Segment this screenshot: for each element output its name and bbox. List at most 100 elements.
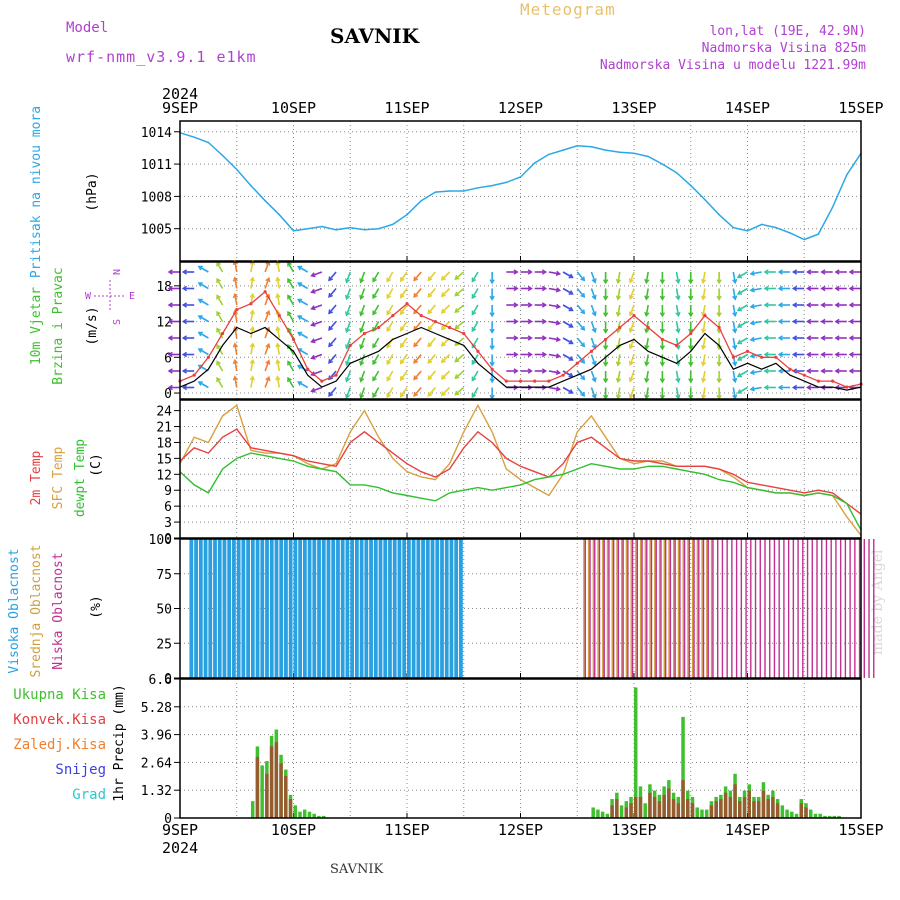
wind-arrow — [297, 331, 309, 339]
wind-arrow-head — [167, 368, 173, 374]
precip-total-bar — [600, 811, 605, 818]
cloud-bar — [792, 539, 795, 678]
cloud-bar — [646, 539, 648, 678]
pressure-point — [604, 149, 607, 151]
wind-arrow — [427, 370, 436, 380]
cloud-bar — [674, 539, 676, 678]
time-label-bottom: 11SEP — [384, 821, 429, 839]
wind-arrow — [372, 337, 380, 348]
wind-arrow — [328, 271, 337, 281]
wind-arrow-head — [749, 353, 755, 359]
wind-arrow-head — [454, 324, 460, 330]
wind-arrow-head — [359, 360, 365, 367]
wind-arrow — [617, 304, 621, 316]
wind-arrow-head — [232, 309, 239, 315]
wind-arrow-head — [700, 295, 707, 301]
wind-arrow — [675, 304, 680, 316]
wind-arrow-head — [287, 277, 292, 284]
pressure-point — [519, 176, 522, 178]
wind-arrow — [234, 376, 238, 388]
precip-total-bar — [643, 803, 647, 818]
model-elevation-label: Nadmorska Visina u modelu 1221.99m — [599, 58, 866, 73]
wind-arrow-head — [471, 376, 477, 382]
precip-total-bar — [298, 811, 302, 818]
wind-arrow-head — [427, 342, 433, 348]
cloud-bar — [868, 539, 870, 678]
wind-arrow — [386, 304, 394, 315]
wind-arrow-head — [413, 391, 419, 397]
precip-total-bar — [808, 809, 813, 818]
wind-arrow — [311, 287, 323, 294]
panel-frame — [179, 399, 862, 539]
wind-arrow-head — [659, 295, 666, 301]
wind-arrow — [645, 337, 649, 349]
wind-arrow — [198, 282, 209, 290]
pressure-point — [505, 181, 508, 184]
wind-arrow-head — [602, 378, 609, 384]
wind-arrow — [234, 343, 238, 355]
wind-arrow — [576, 271, 585, 281]
wind-arrow — [359, 387, 366, 399]
wind-arrow — [675, 321, 680, 333]
wind-arrow — [328, 304, 337, 314]
wind-gust-point — [306, 367, 310, 371]
pressure-point — [718, 213, 720, 216]
wind-arrow-head — [197, 331, 203, 337]
wind-arrow-head — [700, 278, 707, 285]
wind-arrow — [590, 387, 596, 399]
wind-arrow-head — [413, 292, 419, 298]
wind-arrow-head — [591, 393, 597, 400]
cloud-bar — [745, 539, 747, 678]
wind-arrow — [732, 321, 737, 333]
cloud-bar — [269, 539, 274, 678]
precip-convective-bar — [752, 801, 756, 818]
wind-arrow — [645, 304, 649, 316]
wind-arrow-head — [848, 335, 854, 341]
precip-convective-bar — [284, 775, 288, 818]
wind-arrow-head — [602, 312, 609, 318]
cloud-bar — [255, 539, 260, 678]
wind-arrow — [702, 321, 706, 333]
precip-total-bar — [605, 813, 610, 818]
pressure-point — [562, 149, 564, 151]
wind-arrow-head — [232, 375, 239, 381]
wind-arrow-head — [555, 386, 562, 392]
wind-arrow-head — [736, 389, 743, 394]
wind-arrow-head — [489, 328, 495, 334]
precip-convective-bar — [719, 799, 723, 818]
cloud-bar — [873, 539, 875, 678]
wind-arrow — [548, 386, 560, 391]
wind-arrow-head — [749, 386, 755, 392]
cloud-bar — [430, 539, 435, 678]
wind-gust-point — [490, 367, 494, 371]
wind-arrow — [276, 327, 281, 339]
wind-arrow — [702, 288, 706, 300]
wind-arrow-head — [777, 318, 783, 325]
panel-frame — [179, 261, 862, 400]
pressure-point — [689, 184, 692, 187]
wind-arrow — [675, 370, 680, 382]
wind-gust-point — [660, 337, 664, 342]
cloud-bar — [612, 539, 615, 678]
wind-arrow-head — [541, 368, 548, 374]
cloud-bar — [454, 539, 459, 678]
precip-total-bar — [823, 815, 827, 818]
precip-convective-bar — [709, 805, 714, 818]
wind-arrow-head — [232, 325, 239, 332]
wind-arrow-head — [287, 294, 292, 300]
wind-arrow — [441, 271, 451, 281]
wind-arrow — [276, 376, 281, 388]
wind-arrow-head — [644, 278, 650, 285]
wind-arrow-head — [399, 293, 405, 299]
wind-arrow-head — [716, 378, 722, 384]
wind-arrow — [287, 262, 295, 273]
cloud-bar — [716, 539, 719, 678]
model-name: wrf-nmm_v3.9.1 e1km — [66, 48, 257, 66]
wind-gust-point — [674, 343, 679, 347]
wind-arrow-head — [328, 276, 334, 282]
wind-arrow — [287, 361, 295, 372]
wind-arrow-head — [297, 298, 303, 304]
wind-arrow-head — [275, 358, 281, 365]
wind-arrow — [427, 320, 436, 331]
wind-arrow-head — [167, 318, 173, 325]
